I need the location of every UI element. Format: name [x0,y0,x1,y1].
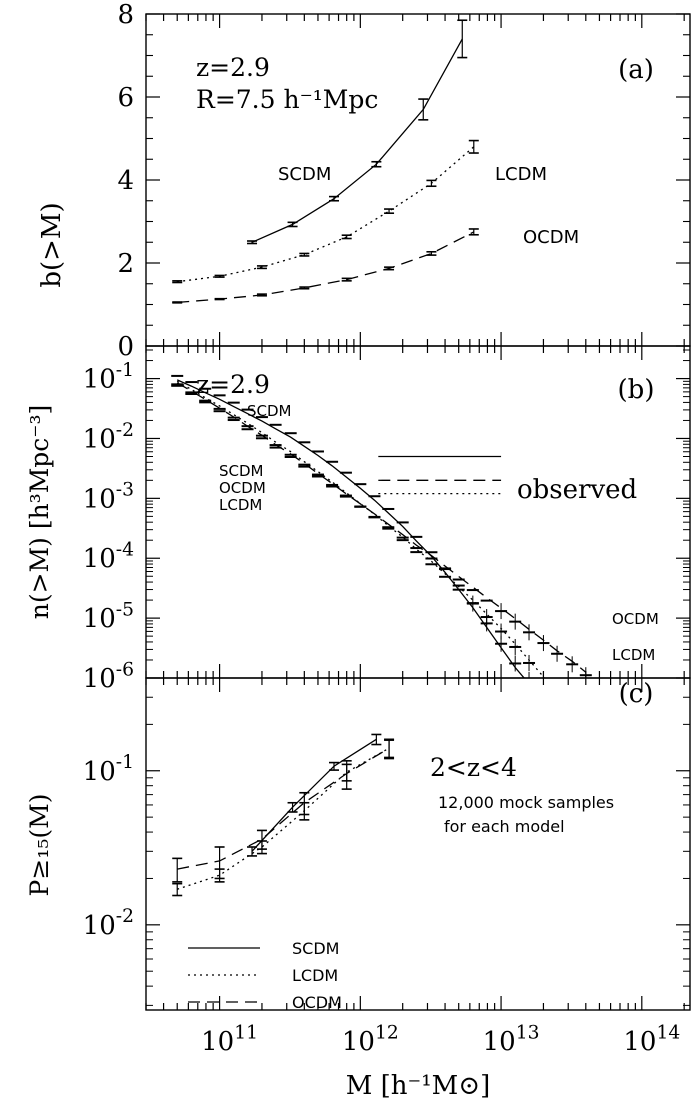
panel-b-data [171,374,592,678]
series-label-SCDM: SCDM [278,164,331,185]
annotation-redshift: z=2.9 [196,53,270,82]
annotation-observed: observed [517,475,637,505]
annotation-samples: 12,000 mock samples [438,793,614,812]
series-line-LCDM [176,380,546,678]
annotation-redshift: z=2.9 [196,370,270,399]
panel-label: (b) [618,375,655,405]
x-tick-label: 1014 [623,1022,680,1057]
y-tick-label: 10-3 [83,480,134,515]
panel-b: 10-1 10-2 10-3 10-4 10-5 10-6 n(>M) [h³Mpc⁻³] z… [25,345,691,694]
series-label-OCDM: OCDM [612,610,659,628]
series-line-OCDM [176,382,587,673]
y-tick-label: 10-1 [83,752,134,787]
legend-label-OCDM: OCDM [292,993,342,1012]
observed-label-SCDM: SCDM [219,462,264,480]
series-label-LCDM: LCDM [495,164,547,185]
observed-label-LCDM: LCDM [219,496,262,514]
series-line-SCDM [251,38,463,243]
x-tick-label: 1013 [483,1022,540,1057]
y-tick-label: 10-2 [83,906,134,941]
panel-a: 0 2 4 6 8 b(>M) z=2.9 R=7.5 h⁻¹Mpc (a) SCDM LCDM OC… [37,0,691,362]
observed-label-OCDM: OCDM [219,479,266,497]
legend-label-SCDM: SCDM [292,939,339,958]
y-tick-label: 0 [117,332,134,362]
y-tick-label: 4 [117,166,134,196]
y-tick-label: 8 [117,0,134,30]
x-axis-label: M [h⁻¹M⊙] [346,1071,490,1101]
x-tick-label: 1012 [342,1022,399,1057]
y-tick-label: 10-4 [83,540,134,575]
y-tick-label: 10-5 [83,599,134,634]
series-line-SCDM [251,738,377,852]
y-tick-label: 10-2 [83,420,134,455]
series-line-OCDM [177,747,390,870]
series-label-SCDM: SCDM [247,402,292,420]
series-line-OCDM [177,231,475,304]
series-line-LCDM [176,747,390,890]
series-line-LCDM [177,146,475,283]
y-tick-label: 2 [117,249,134,279]
annotation-samples-2: for each model [444,817,565,836]
y-axis-label: P≥₁₅(M) [25,794,54,897]
panel-c: 10-1 10-2 1011 1012 1013 1014 M [h⁻¹M⊙] P≥₁₅(M)… [25,677,691,1101]
legend-label-LCDM: LCDM [292,966,338,985]
series-label-LCDM: LCDM [612,646,655,664]
y-tick-label: 10-1 [83,360,134,395]
y-tick-label: 6 [117,83,134,113]
annotation-redshift-range: 2<z<4 [430,753,517,782]
plot-frame [145,677,691,1011]
annotation-radius: R=7.5 h⁻¹Mpc [196,85,378,114]
panel-label: (c) [619,679,654,709]
y-axis-label: b(>M) [37,202,67,287]
series-line-SCDM [176,379,525,678]
y-tick-label: 10-6 [83,659,134,694]
y-axis-label: n(>M) [h³Mpc⁻³] [25,405,54,620]
x-tick-label: 1011 [201,1022,258,1057]
panel-label: (a) [618,55,654,85]
series-label-OCDM: OCDM [523,227,579,248]
